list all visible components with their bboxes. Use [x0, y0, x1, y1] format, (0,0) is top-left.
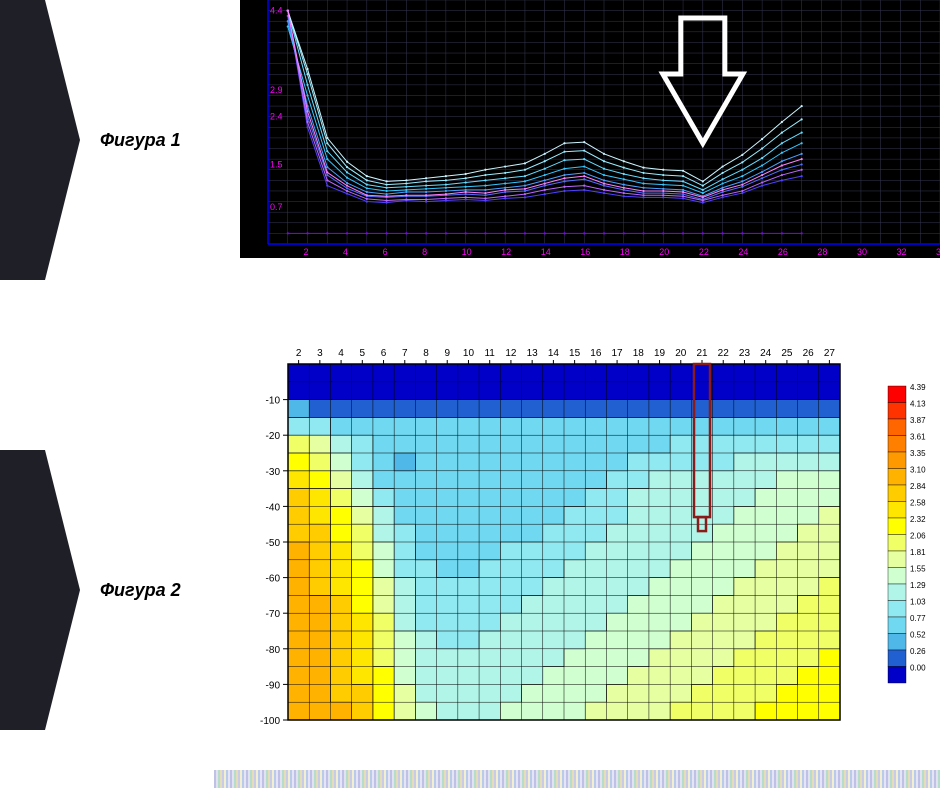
svg-text:2.06: 2.06: [910, 532, 926, 541]
svg-text:4: 4: [343, 247, 348, 257]
svg-text:5: 5: [360, 348, 366, 359]
svg-text:1.55: 1.55: [910, 565, 926, 574]
pennant-2: [0, 450, 80, 730]
svg-text:14: 14: [548, 348, 560, 359]
svg-text:0.77: 0.77: [910, 614, 926, 623]
svg-text:8: 8: [423, 348, 429, 359]
svg-text:-70: -70: [266, 609, 281, 620]
svg-text:6: 6: [383, 247, 388, 257]
footer-noise-bar: [214, 770, 940, 788]
svg-text:26: 26: [778, 247, 788, 257]
svg-text:3.61: 3.61: [910, 433, 926, 442]
svg-text:24: 24: [760, 348, 772, 359]
svg-text:0.7: 0.7: [270, 202, 283, 212]
figure1-chart: 0.71.52.42.94.42468101214161820222426283…: [240, 0, 940, 263]
pennant-1-shape: [0, 0, 80, 280]
svg-text:3: 3: [317, 348, 323, 359]
svg-text:16: 16: [580, 247, 590, 257]
svg-text:13: 13: [527, 348, 539, 359]
svg-text:4.13: 4.13: [910, 400, 926, 409]
svg-text:18: 18: [620, 247, 630, 257]
svg-text:4: 4: [338, 348, 344, 359]
figure2-chart: 2345678910111213141516171819202122232425…: [240, 340, 940, 745]
svg-text:25: 25: [781, 348, 793, 359]
svg-text:8: 8: [422, 247, 427, 257]
svg-text:12: 12: [505, 348, 517, 359]
svg-text:4.4: 4.4: [270, 6, 283, 16]
svg-text:2.9: 2.9: [270, 85, 283, 95]
svg-text:2.4: 2.4: [270, 112, 283, 122]
svg-text:6: 6: [381, 348, 387, 359]
pennant-1: [0, 0, 80, 280]
svg-text:24: 24: [738, 247, 748, 257]
svg-text:7: 7: [402, 348, 408, 359]
svg-text:1.29: 1.29: [910, 581, 926, 590]
svg-text:-30: -30: [266, 467, 281, 478]
svg-text:-60: -60: [266, 574, 281, 585]
svg-text:0.52: 0.52: [910, 631, 926, 640]
svg-text:22: 22: [699, 247, 709, 257]
svg-text:27: 27: [824, 348, 836, 359]
pennant-2-shape: [0, 450, 80, 730]
svg-text:-40: -40: [266, 502, 281, 513]
svg-text:0.26: 0.26: [910, 647, 926, 656]
svg-text:30: 30: [857, 247, 867, 257]
svg-text:20: 20: [659, 247, 669, 257]
svg-text:10: 10: [463, 348, 475, 359]
svg-text:-100: -100: [260, 716, 280, 727]
figure1-caption: Фигура 1: [100, 130, 181, 151]
svg-text:-20: -20: [266, 431, 281, 442]
svg-text:1.5: 1.5: [270, 159, 283, 169]
svg-text:-90: -90: [266, 680, 281, 691]
svg-text:2: 2: [296, 348, 302, 359]
svg-text:15: 15: [569, 348, 581, 359]
figure2-caption: Фигура 2: [100, 580, 181, 601]
svg-text:18: 18: [633, 348, 645, 359]
svg-text:4.39: 4.39: [910, 383, 926, 392]
svg-text:19: 19: [654, 348, 666, 359]
svg-text:14: 14: [541, 247, 551, 257]
svg-text:12: 12: [501, 247, 511, 257]
svg-text:2.58: 2.58: [910, 499, 926, 508]
svg-text:2.32: 2.32: [910, 515, 926, 524]
svg-text:2: 2: [304, 247, 309, 257]
svg-text:-10: -10: [266, 396, 281, 407]
svg-text:17: 17: [612, 348, 624, 359]
svg-text:3.35: 3.35: [910, 449, 926, 458]
svg-text:20: 20: [675, 348, 687, 359]
svg-text:34: 34: [936, 247, 940, 257]
svg-text:16: 16: [590, 348, 602, 359]
svg-text:-80: -80: [266, 645, 281, 656]
svg-text:1.81: 1.81: [910, 548, 926, 557]
svg-text:21: 21: [696, 348, 708, 359]
svg-text:3.10: 3.10: [910, 466, 926, 475]
svg-text:22: 22: [718, 348, 730, 359]
svg-text:2.84: 2.84: [910, 482, 926, 491]
svg-text:32: 32: [896, 247, 906, 257]
svg-text:11: 11: [484, 348, 495, 359]
svg-text:10: 10: [462, 247, 472, 257]
svg-text:3.87: 3.87: [910, 416, 926, 425]
svg-text:23: 23: [739, 348, 751, 359]
svg-text:28: 28: [817, 247, 827, 257]
svg-text:26: 26: [803, 348, 815, 359]
svg-text:9: 9: [444, 348, 450, 359]
svg-text:0.00: 0.00: [910, 664, 926, 673]
svg-text:-50: -50: [266, 538, 281, 549]
svg-text:1.03: 1.03: [910, 598, 926, 607]
